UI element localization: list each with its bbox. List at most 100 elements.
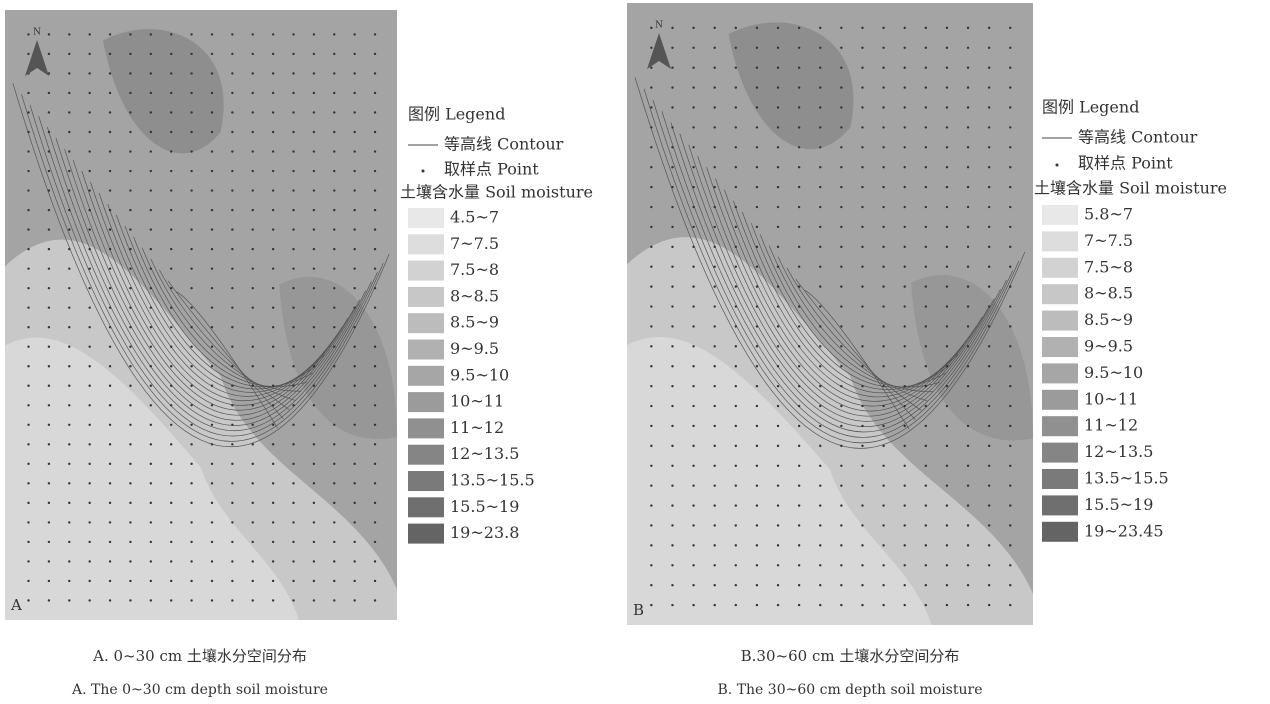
sample-point — [272, 424, 274, 426]
sample-point — [735, 27, 737, 29]
sample-point — [798, 425, 800, 427]
sample-point — [252, 131, 254, 133]
sample-point — [861, 266, 863, 268]
sample-point — [819, 544, 821, 546]
sample-point — [692, 504, 694, 506]
sample-point — [231, 33, 233, 35]
legend-swatch — [1042, 311, 1078, 331]
sample-point — [252, 92, 254, 94]
sample-point — [756, 206, 758, 208]
sample-point — [272, 306, 274, 308]
sample-point — [819, 405, 821, 407]
sample-point — [819, 66, 821, 68]
sample-point — [48, 248, 50, 250]
sample-point — [735, 484, 737, 486]
sample-point — [798, 385, 800, 387]
sample-point — [946, 504, 948, 506]
sample-point — [231, 189, 233, 191]
sample-point — [88, 541, 90, 543]
sample-point — [671, 186, 673, 188]
sample-point — [840, 206, 842, 208]
sample-point — [353, 287, 355, 289]
legend-swatch — [408, 497, 444, 517]
sample-point — [68, 443, 70, 445]
sample-point — [925, 365, 927, 367]
sample-point — [819, 106, 821, 108]
sample-point — [190, 189, 192, 191]
sample-point — [713, 484, 715, 486]
sample-point — [988, 465, 990, 467]
sample-point — [88, 72, 90, 74]
sample-point — [353, 306, 355, 308]
sample-point — [313, 72, 315, 74]
sample-point — [650, 345, 652, 347]
sample-point — [374, 228, 376, 230]
sample-point — [27, 346, 29, 348]
sample-point — [692, 584, 694, 586]
sample-point — [68, 404, 70, 406]
sample-point — [713, 445, 715, 447]
sample-point — [882, 325, 884, 327]
sample-point — [150, 443, 152, 445]
sample-point — [27, 228, 29, 230]
sample-point — [904, 146, 906, 148]
sample-point — [650, 27, 652, 29]
sample-point — [904, 504, 906, 506]
sample-point — [819, 206, 821, 208]
sample-point — [292, 189, 294, 191]
sample-point — [840, 86, 842, 88]
sample-point — [211, 346, 213, 348]
sample-point — [68, 463, 70, 465]
caption-en: B. The 30~60 cm depth soil moisture — [718, 682, 983, 698]
sample-point — [190, 111, 192, 113]
sample-point — [374, 111, 376, 113]
sample-point — [988, 27, 990, 29]
sample-point — [882, 47, 884, 49]
sample-point — [252, 560, 254, 562]
sample-point — [819, 465, 821, 467]
sample-point — [819, 604, 821, 606]
sample-point — [671, 226, 673, 228]
sample-point — [904, 584, 906, 586]
legend-class-label: 9~9.5 — [1084, 337, 1133, 356]
sample-point — [840, 186, 842, 188]
sample-point — [68, 306, 70, 308]
sample-point — [231, 326, 233, 328]
sample-point — [946, 425, 948, 427]
sample-point — [904, 186, 906, 188]
sample-point — [68, 580, 70, 582]
sample-point — [150, 463, 152, 465]
sample-point — [313, 482, 315, 484]
sample-point — [861, 564, 863, 566]
sample-point — [925, 47, 927, 49]
sample-point — [109, 502, 111, 504]
sample-point — [231, 170, 233, 172]
sample-point — [861, 425, 863, 427]
sample-point — [1009, 484, 1011, 486]
sample-point — [777, 385, 779, 387]
sample-point — [840, 365, 842, 367]
sample-point — [129, 346, 131, 348]
sample-point — [671, 305, 673, 307]
sample-point — [904, 285, 906, 287]
legend-point-symbol — [1056, 164, 1059, 167]
caption-en: A. The 0~30 cm depth soil moisture — [71, 682, 328, 698]
sample-point — [129, 150, 131, 152]
sample-point — [756, 126, 758, 128]
sample-point — [353, 521, 355, 523]
sample-point — [313, 53, 315, 55]
legend-class-label: 7.5~8 — [1084, 257, 1133, 276]
sample-point — [211, 424, 213, 426]
sample-point — [333, 248, 335, 250]
sample-point — [882, 385, 884, 387]
sample-point — [190, 365, 192, 367]
sample-point — [48, 53, 50, 55]
sample-point — [777, 504, 779, 506]
sample-point — [211, 385, 213, 387]
sample-point — [88, 209, 90, 211]
sample-point — [798, 524, 800, 526]
sample-point — [374, 267, 376, 269]
sample-point — [333, 53, 335, 55]
sample-point — [1009, 325, 1011, 327]
sample-point — [713, 524, 715, 526]
